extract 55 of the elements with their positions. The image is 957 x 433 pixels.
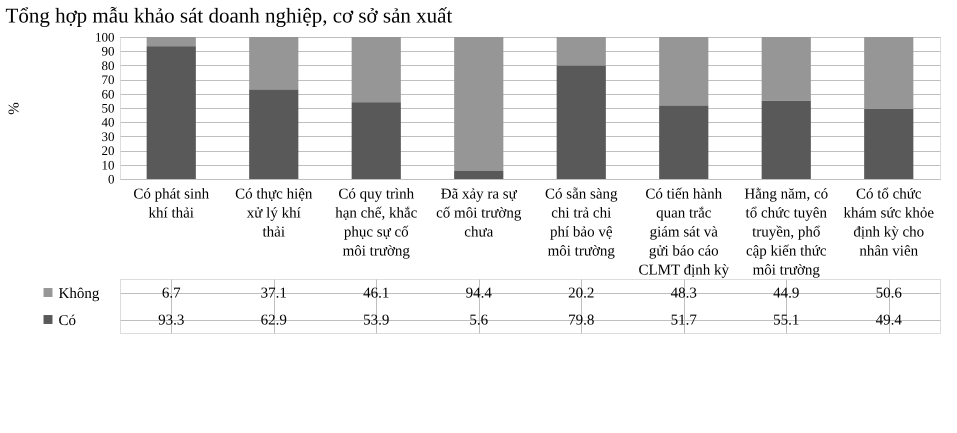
bar [249,90,298,179]
data-label: 50.6 [876,286,902,302]
x-tick-label: Có thực hiện xử lý khí thải [235,186,313,240]
y-tick-label: 80 [102,58,114,73]
bar [556,37,606,66]
data-label: 20.2 [568,286,594,302]
bar [762,100,811,179]
y-tick-label: 60 [102,86,114,102]
bar [659,106,708,179]
y-tick-label: 100 [95,30,114,44]
y-tick-label: 50 [102,100,114,116]
data-label: 94.4 [466,286,492,302]
bar [352,37,401,102]
data-label: 79.8 [568,312,594,328]
data-label: 6.7 [162,286,182,302]
data-label: 51.7 [670,312,698,328]
data-label: 46.1 [363,286,390,302]
x-tick-label: Có phát sinh khí thải [133,186,210,222]
data-label: 44.9 [773,286,800,302]
data-label: 55.1 [773,312,800,328]
legend-label: Có [58,313,76,329]
bar [352,102,401,179]
data-label: 5.6 [469,312,489,328]
x-tick-label: Có tiến hành quan trắc giám sát và gửi báo cáo CLMT định kỳ [638,186,730,278]
y-tick-label: 70 [102,72,114,88]
bar [762,37,811,101]
y-tick-label: 10 [102,157,114,172]
data-label: 53.9 [363,312,390,328]
y-axis-title: % [6,102,22,115]
chart-title: Tổng hợp mẫu khảo sát doanh nghiệp, cơ sở sản xuất [6,4,452,28]
x-tick-label: Hằng năm, có tổ chức tuyên truyền, phổ cập kiến thức môi trường [744,186,828,278]
bar [659,37,708,106]
x-tick-label: Đã xảy ra sự cố môi trường chưa [436,186,522,240]
bar [864,37,914,109]
data-label: 93.3 [158,312,184,328]
bar [864,108,914,179]
y-tick-label: 30 [102,128,114,144]
data-label: 62.9 [260,312,287,328]
y-tick-label: 40 [102,114,114,130]
bar [146,37,196,47]
bar [454,171,504,179]
legend-label: Không [58,286,100,302]
data-label: 37.1 [260,286,287,302]
bar [146,46,196,179]
data-label: 49.4 [876,312,902,328]
x-tick-label: Có quy trình hạn chế, khắc phục sự cố môi trường [335,186,418,260]
x-tick-label: Có tổ chức khám sức khỏe định kỳ cho nhân viên [843,186,934,260]
y-tick-label: 20 [102,143,114,158]
data-label: 48.3 [670,286,697,302]
bar [454,37,504,172]
x-tick-label: Có sẵn sàng chi trả chi phí bảo vệ môi trường [545,186,618,260]
bar [556,66,606,179]
bar [249,37,298,90]
y-tick-label: 0 [108,172,114,186]
y-tick-label: 90 [102,44,114,59]
